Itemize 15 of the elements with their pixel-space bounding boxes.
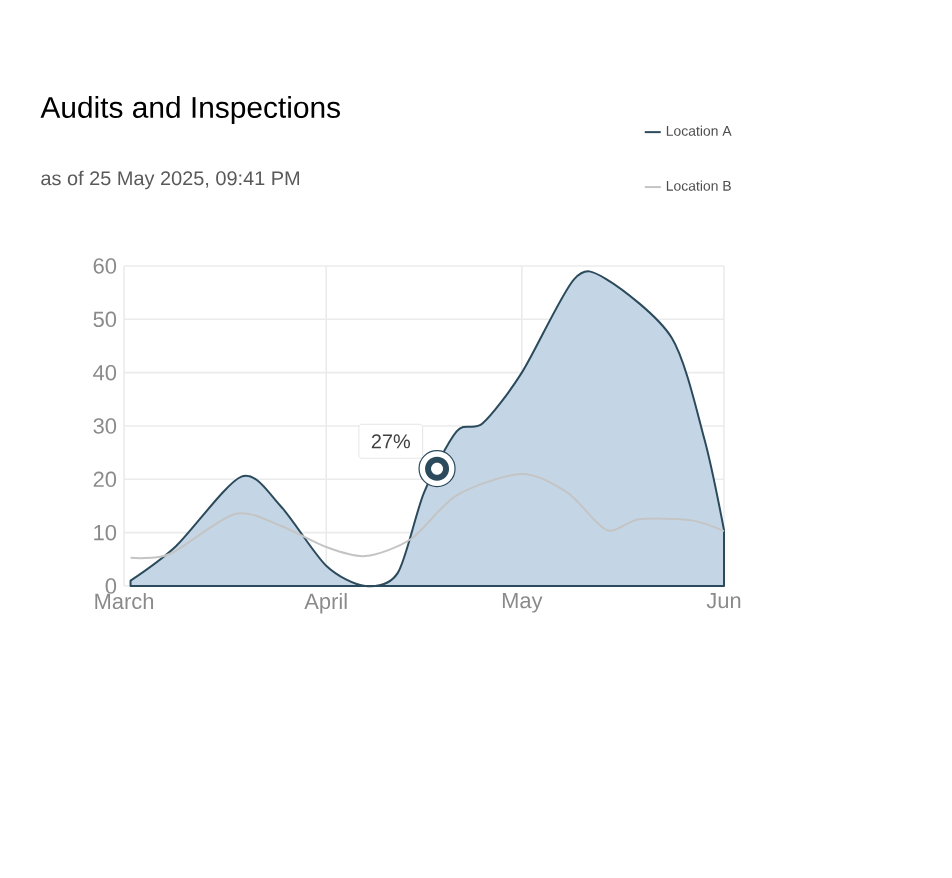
y-tick-label: 40 [93,364,117,381]
y-tick-label: 50 [93,311,117,328]
x-tick-label: April [304,593,347,614]
y-tick-label: 60 [93,258,117,274]
x-tick-label: March [95,593,154,610]
y-tick-label: 0 [105,578,117,594]
chart-title: Audits and Inspections [40,96,340,124]
x-tick-label: May [502,593,543,613]
y-tick-label: 20 [93,471,117,488]
x-tick-label: Jun [706,593,741,609]
y-tick-label: 30 [93,418,117,434]
line-series [129,472,725,560]
chart-subtitle: as of 25 May 2025, 09:41 PM [41,170,300,190]
y-tick-label: 10 [94,524,117,541]
annotation: 27% [371,434,410,449]
